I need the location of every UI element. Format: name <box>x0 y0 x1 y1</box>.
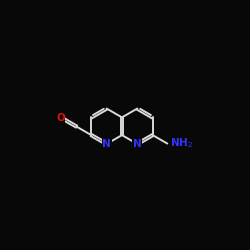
Text: NH$_2$: NH$_2$ <box>170 136 193 149</box>
Text: N: N <box>133 139 142 149</box>
Text: N: N <box>102 139 111 149</box>
Text: O: O <box>56 113 65 123</box>
